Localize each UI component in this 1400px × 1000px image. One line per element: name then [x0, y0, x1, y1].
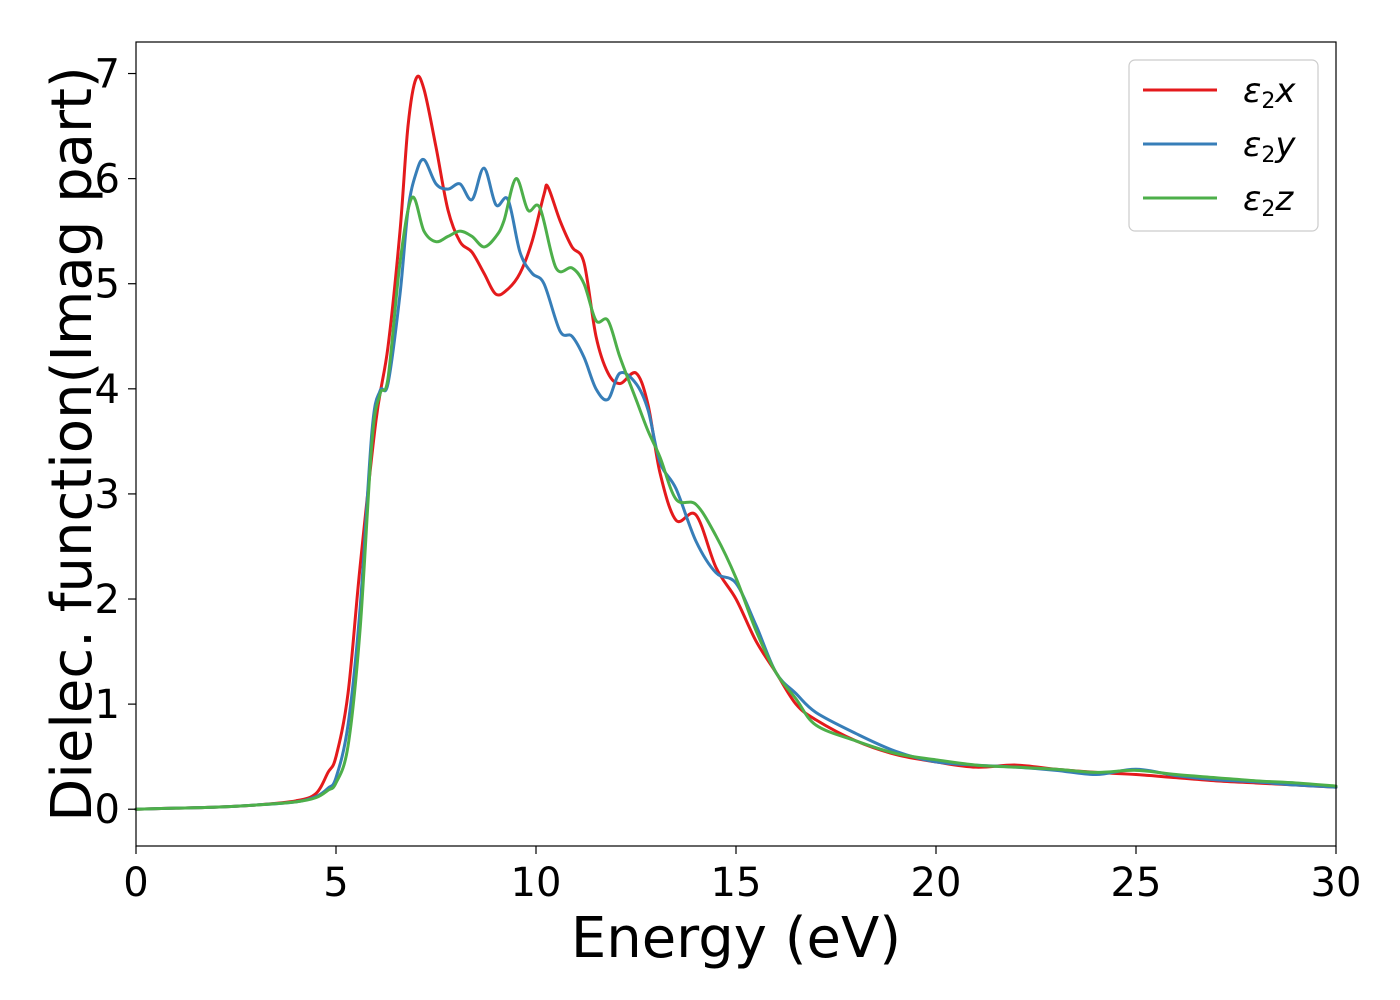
- x-tick-label: 20: [911, 860, 962, 906]
- x-axis-label: Energy (eV): [571, 906, 901, 971]
- x-tick-label: 5: [323, 860, 348, 906]
- series-layer: [134, 74, 1338, 811]
- x-tick-label: 25: [1111, 860, 1162, 906]
- x-tick-label: 15: [711, 860, 762, 906]
- series-line-z: [134, 177, 1338, 811]
- y-tick-label: 3: [95, 472, 120, 518]
- legend-box: [1128, 59, 1319, 232]
- y-tick-label: 5: [95, 262, 120, 308]
- x-axis: 0 5 10 15 20 25 30: [123, 846, 1361, 906]
- x-tick-label: 10: [511, 860, 562, 906]
- legend-label-z: ε2z: [1243, 179, 1294, 222]
- legend-label-x: ε2x: [1243, 71, 1296, 114]
- legend: ε2x ε2y ε2z: [1128, 59, 1319, 232]
- y-tick-label: 1: [95, 682, 120, 728]
- y-tick-label: 6: [95, 157, 120, 203]
- x-tick-label: 0: [123, 860, 148, 906]
- legend-label-y: ε2y: [1243, 125, 1296, 168]
- y-axis-label: Dielec. function(Imag part): [40, 66, 105, 822]
- y-axis: 0 1 2 3 4 5 6 7: [95, 52, 136, 833]
- y-tick-label: 4: [95, 367, 120, 413]
- y-tick-label: 2: [95, 577, 120, 623]
- y-tick-label: 7: [95, 52, 120, 98]
- x-tick-label: 30: [1311, 860, 1362, 906]
- y-tick-label: 0: [95, 787, 120, 833]
